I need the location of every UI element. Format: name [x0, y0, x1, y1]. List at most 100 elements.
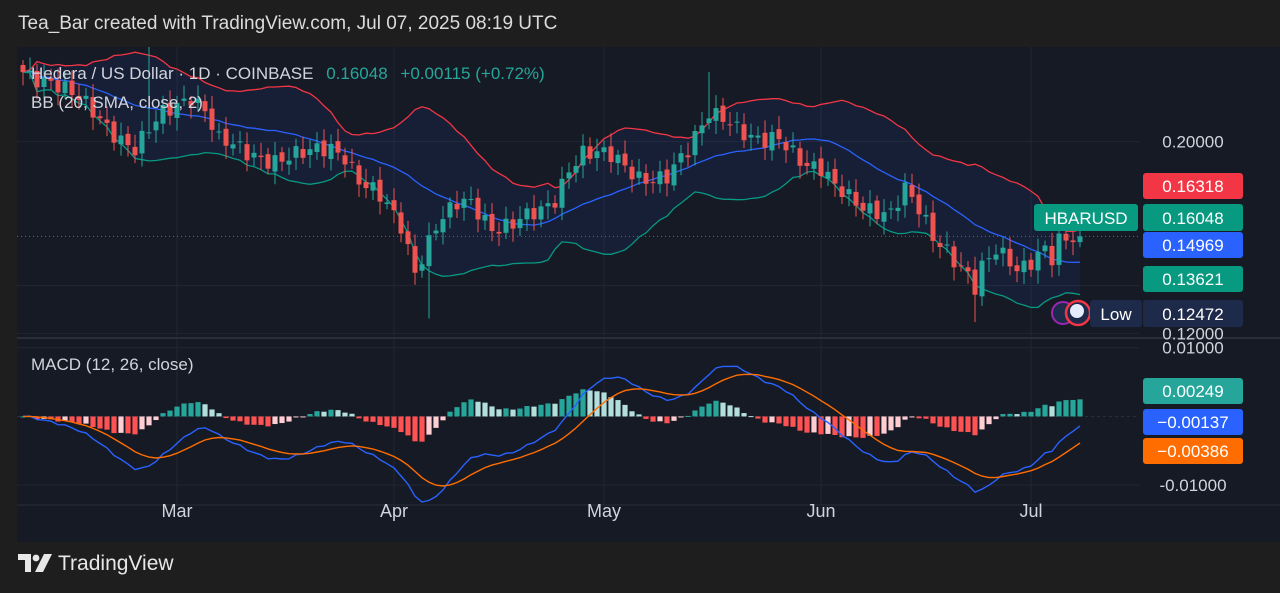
macd-axis-tick: 0.01000 [1162, 339, 1223, 358]
candle-body [1056, 233, 1062, 265]
candle-body [937, 243, 943, 247]
macd-hist-bar [118, 416, 124, 433]
macd-line-label-text: −0.00137 [1157, 413, 1228, 432]
candle-body [482, 214, 488, 221]
macd-hist-bar [76, 416, 82, 424]
macd-hist-bar [944, 416, 950, 428]
bb-basis-line [22, 70, 1081, 264]
candle-body [790, 145, 796, 148]
candle-body [286, 160, 292, 165]
candle-body [895, 207, 901, 212]
macd-hist-bar [153, 416, 159, 421]
macd-hist-bar [692, 410, 698, 417]
candle-body [314, 143, 320, 153]
candle-body [818, 158, 824, 176]
macd-hist-bar [174, 406, 180, 417]
candle-body [692, 131, 698, 156]
macd-hist-bar [993, 416, 999, 420]
macd-hist-bar [272, 416, 278, 425]
macd-hist-bar [286, 416, 292, 422]
macd-hist-bar [216, 413, 222, 417]
candle-body [1000, 247, 1006, 254]
macd-hist-bar [979, 416, 985, 430]
macd-hist-bar [888, 416, 894, 431]
time-axis-tick: Apr [380, 501, 408, 521]
candle-body [195, 98, 201, 104]
candle-body [587, 146, 593, 159]
macd-hist-bar [727, 405, 733, 417]
macd-hist-bar [1007, 413, 1013, 417]
bb-basis-label-bg [1143, 232, 1243, 258]
candle-body [461, 198, 467, 208]
macd-hist-bar [1028, 411, 1034, 417]
candle-body [860, 202, 866, 211]
macd-hist-bar [461, 402, 467, 417]
candle-body [888, 208, 894, 210]
macd-hist-bar [783, 416, 789, 427]
macd-hist-bar [223, 416, 229, 419]
candle-body [90, 96, 96, 118]
macd-hist-bar [853, 416, 859, 438]
macd-hist-bar [1077, 399, 1083, 417]
macd-line-label: −0.00137 [1143, 409, 1243, 435]
macd-hist-bar [1000, 414, 1006, 417]
footer-brand[interactable]: TradingView [18, 550, 174, 578]
candle-body [20, 64, 26, 73]
candle-body [706, 118, 712, 124]
time-axis-tick: Mar [162, 501, 193, 521]
macd-hist-bar [769, 416, 775, 423]
macd-hist-bar [181, 403, 187, 417]
candle-body [545, 203, 551, 207]
time-axis-tick: Jun [806, 501, 835, 521]
macd-hist-bar [860, 416, 866, 438]
macd-hist-bar [811, 416, 817, 433]
candle-body [643, 173, 649, 184]
macd-hist-bar [34, 416, 40, 420]
macd-hist-label-bg [1143, 378, 1243, 404]
candle-body [993, 254, 999, 260]
bb-upper-label: 0.16318 [1143, 173, 1243, 199]
macd-hist-bar [363, 416, 369, 422]
candle-body [342, 155, 348, 165]
candle-body [699, 125, 705, 134]
bb-lower-line [22, 71, 1081, 309]
macd-hist-bar [1063, 400, 1069, 417]
candle-body [1063, 233, 1069, 241]
candle-body [1014, 265, 1020, 272]
candles [20, 47, 1083, 323]
footer-brand-text: TradingView [58, 552, 174, 575]
macd-hist-bar [1070, 399, 1076, 417]
macd-hist-bar [391, 416, 397, 428]
candle-body [181, 98, 187, 101]
candle-body [279, 152, 285, 162]
candle-body [160, 105, 166, 124]
legend-bb: BB (20, SMA, close, 2) [31, 93, 203, 112]
macd-hist-bar [342, 412, 348, 417]
macd-hist-bar [419, 416, 425, 442]
macd-hist-bar [951, 416, 957, 432]
candle-body [783, 141, 789, 151]
macd-line-label-bg [1143, 409, 1243, 435]
macd-hist-bar [615, 400, 621, 417]
macd-hist-bar [125, 416, 131, 434]
candle-body [636, 171, 642, 178]
macd-hist-bar [881, 416, 887, 434]
candle-body [839, 186, 845, 198]
candle-body [853, 191, 859, 206]
macd-hist-bar [237, 416, 243, 422]
macd-hist-bar [1042, 404, 1048, 417]
low-marker[interactable]: Low 0.12472 [1051, 299, 1243, 327]
candle-body [398, 212, 404, 234]
candle-body [811, 161, 817, 169]
candle-body [167, 102, 173, 116]
candle-body [139, 130, 145, 154]
macd-hist-bar [349, 413, 355, 417]
candle-body [538, 206, 544, 220]
main-legend: Hedera / US Dollar · 1D · COINBASE 0.160… [31, 64, 545, 112]
macd-hist-bar [524, 406, 530, 417]
candle-body [517, 218, 523, 229]
candle-body [384, 202, 390, 204]
macd-hist-bar [685, 415, 691, 417]
